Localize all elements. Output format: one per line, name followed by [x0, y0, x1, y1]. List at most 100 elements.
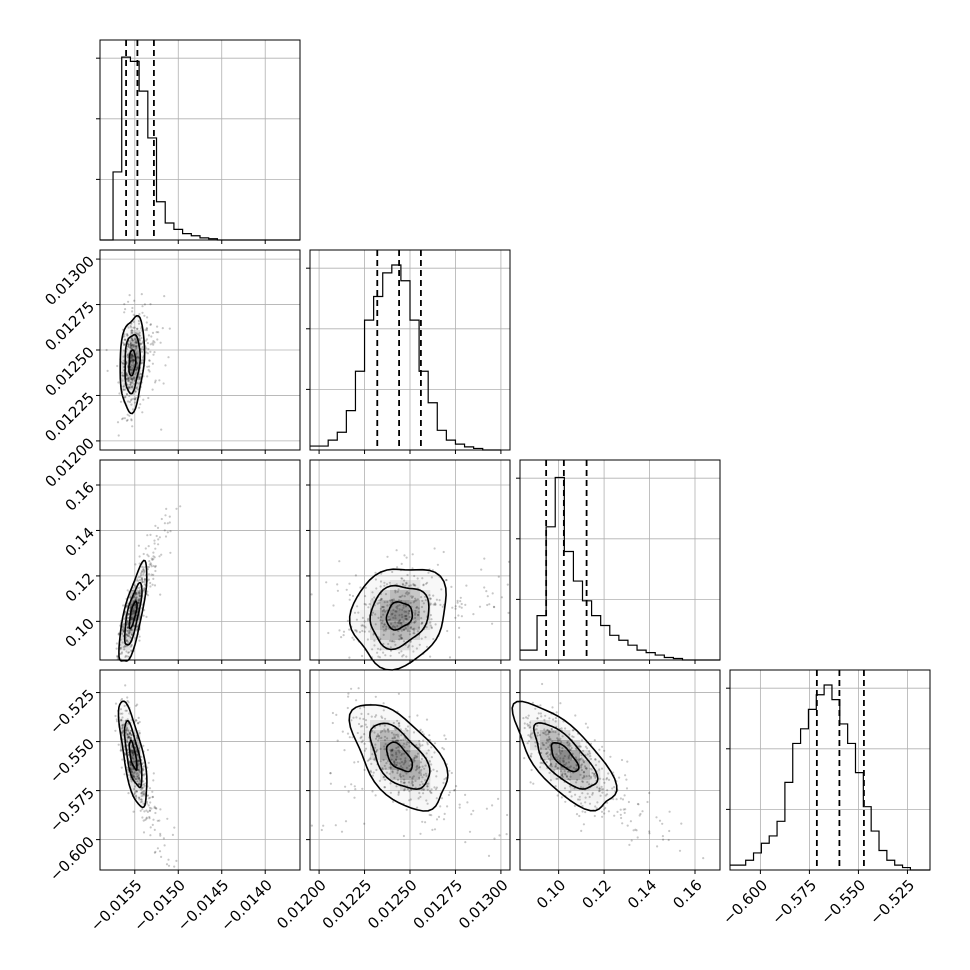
- sample-point: [406, 629, 409, 633]
- sample-point: [417, 613, 420, 616]
- sample-point: [395, 583, 398, 586]
- sample-point: [575, 748, 578, 751]
- sample-point: [382, 608, 386, 611]
- sample-point: [130, 377, 133, 380]
- sample-point: [404, 757, 407, 760]
- sample-point: [435, 775, 438, 778]
- sample-point: [383, 581, 386, 584]
- sample-point: [128, 346, 131, 349]
- sample-point: [140, 795, 143, 798]
- sample-point: [126, 347, 129, 350]
- sample-point: [572, 735, 575, 739]
- sample-point: [408, 745, 411, 748]
- sample-point: [561, 747, 564, 750]
- sample-point: [125, 392, 128, 395]
- sample-point: [121, 712, 124, 715]
- sample-point: [340, 830, 344, 833]
- sample-point: [522, 717, 525, 720]
- sample-point: [561, 759, 564, 762]
- sample-point: [382, 758, 385, 762]
- sample-point: [569, 775, 572, 778]
- sample-point: [394, 610, 397, 613]
- sample-point: [127, 736, 130, 739]
- sample-point: [397, 790, 400, 793]
- sample-point: [384, 743, 387, 746]
- sample-point: [150, 573, 153, 576]
- contour-line: [123, 581, 143, 646]
- sample-point: [140, 576, 143, 580]
- sample-point: [129, 737, 133, 740]
- sample-point: [142, 398, 145, 401]
- sample-point: [398, 604, 401, 607]
- sample-point: [127, 736, 130, 739]
- sample-point: [341, 730, 344, 733]
- sample-point: [557, 756, 560, 759]
- sample-point: [130, 376, 133, 380]
- sample-point: [129, 342, 132, 346]
- sample-point: [571, 735, 574, 738]
- sample-point: [143, 587, 146, 590]
- sample-point: [409, 798, 412, 801]
- sample-point: [137, 762, 140, 766]
- sample-point: [124, 731, 128, 734]
- sample-point: [129, 629, 132, 632]
- sample-point: [130, 378, 134, 381]
- sample-point: [124, 655, 127, 659]
- sample-point: [403, 789, 406, 792]
- sample-point: [129, 381, 132, 384]
- sample-point: [142, 768, 145, 771]
- sample-point: [131, 359, 134, 363]
- sample-point: [397, 793, 400, 796]
- sample-point: [154, 569, 157, 573]
- sample-point: [127, 377, 130, 380]
- sample-point: [398, 608, 401, 611]
- sample-point: [130, 643, 133, 646]
- sample-point: [414, 616, 417, 620]
- sample-point: [154, 850, 157, 854]
- sample-point: [127, 735, 130, 739]
- sample-point: [389, 649, 393, 652]
- sample-point: [364, 626, 367, 629]
- sample-point: [125, 605, 128, 608]
- sample-point: [439, 805, 442, 808]
- sample-point: [426, 785, 429, 788]
- sample-point: [114, 714, 117, 718]
- sample-point: [551, 706, 554, 709]
- sample-point: [413, 574, 416, 578]
- sample-point: [363, 625, 366, 628]
- sample-point: [126, 699, 129, 703]
- sample-point: [395, 753, 398, 756]
- sample-point: [413, 757, 416, 760]
- y-tick-label: 0.12: [62, 569, 98, 605]
- sample-point: [391, 737, 394, 740]
- sample-point: [126, 737, 129, 740]
- sample-point: [357, 611, 360, 614]
- sample-point: [142, 792, 145, 796]
- sample-point: [130, 368, 133, 371]
- sample-point: [160, 855, 163, 859]
- sample-point: [523, 726, 526, 730]
- sample-point: [134, 341, 137, 344]
- sample-point: [564, 763, 567, 766]
- sample-point: [331, 711, 334, 715]
- sample-point: [423, 610, 426, 613]
- sample-point: [133, 771, 136, 774]
- sample-point: [129, 732, 132, 735]
- sample-point: [362, 717, 365, 721]
- sample-point: [320, 828, 323, 832]
- sample-point: [556, 794, 559, 797]
- sample-point: [550, 728, 554, 731]
- sample-point: [486, 603, 489, 607]
- sample-point: [436, 563, 439, 566]
- sample-point: [357, 722, 361, 726]
- sample-point: [429, 624, 432, 627]
- sample-point: [422, 739, 425, 742]
- sample-point: [114, 729, 117, 732]
- sample-point: [167, 356, 170, 359]
- sample-point: [133, 299, 136, 302]
- sample-point: [127, 376, 130, 380]
- sample-point: [388, 581, 391, 584]
- sample-point: [468, 830, 472, 833]
- sample-point: [398, 634, 401, 637]
- sample-point: [556, 767, 559, 770]
